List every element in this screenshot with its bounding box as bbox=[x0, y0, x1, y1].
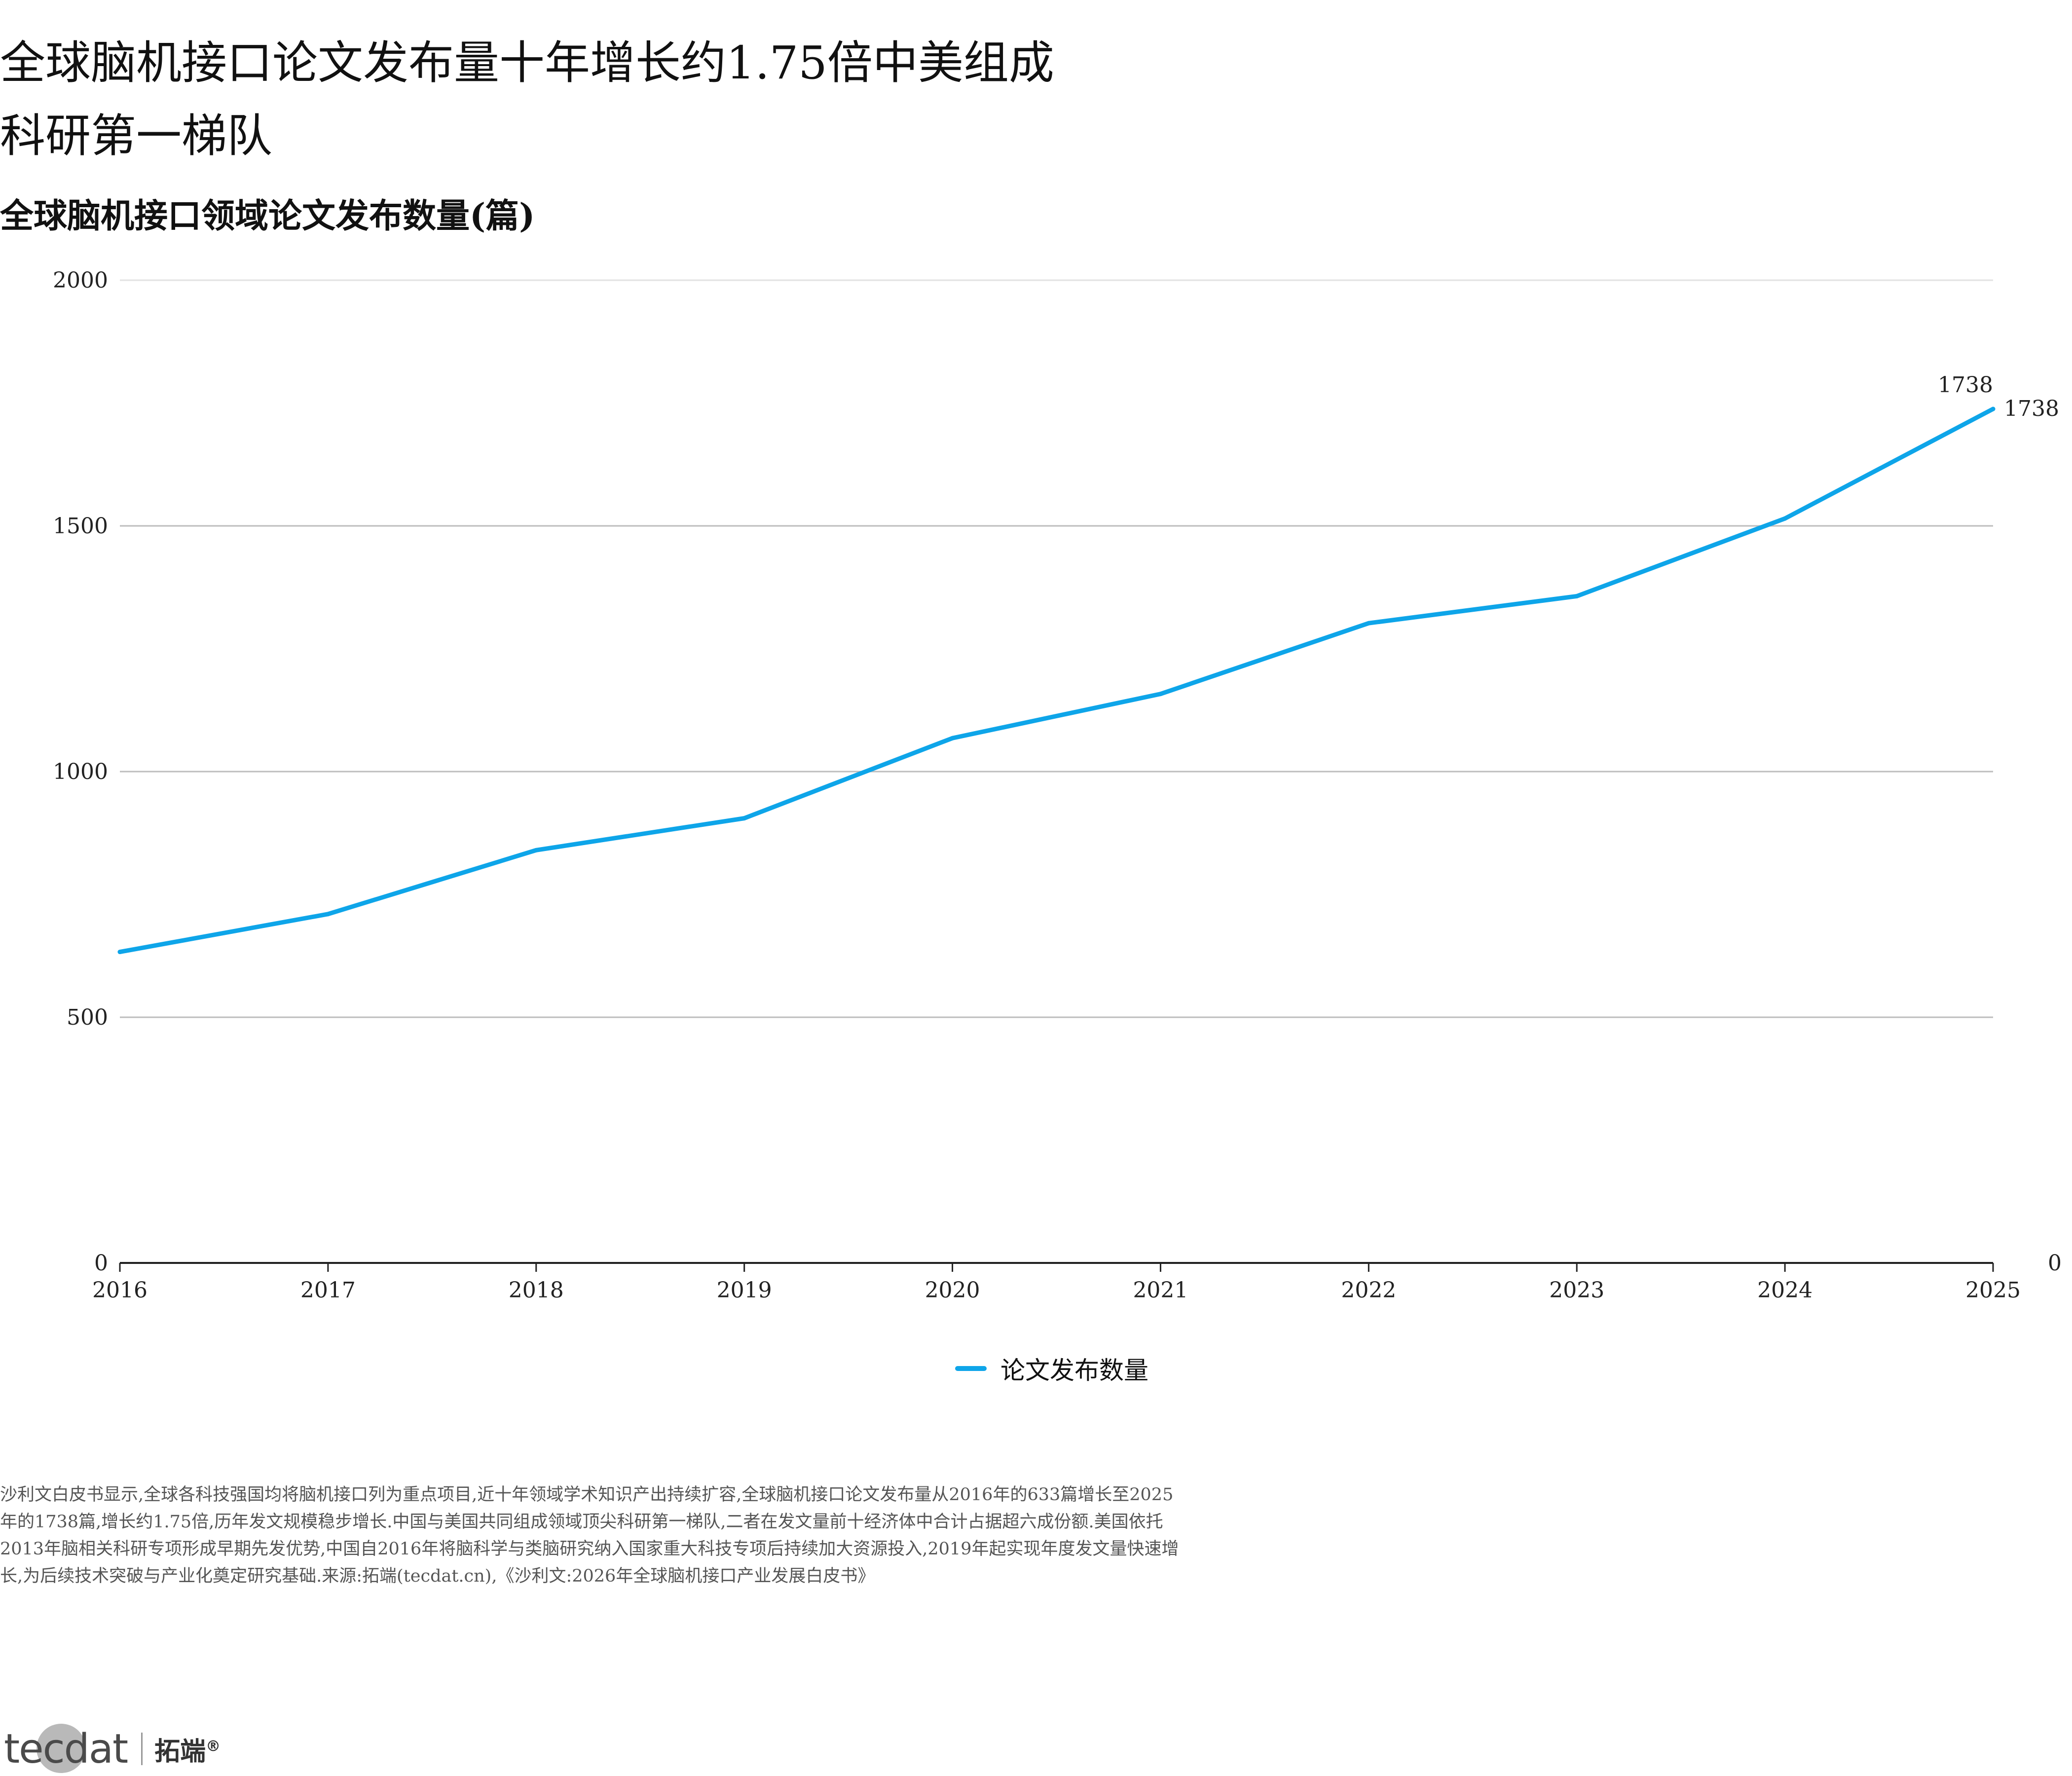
end-value-label-right: 1738 bbox=[2004, 396, 2059, 421]
x-tick-label-2017: 2017 bbox=[300, 1278, 356, 1303]
y-tick-label-1000: 1000 bbox=[53, 759, 108, 784]
legend-swatch bbox=[955, 1366, 987, 1371]
data-point-2023 bbox=[1574, 593, 1579, 598]
x-tick-label-2019: 2019 bbox=[717, 1278, 772, 1303]
logo-cn-text: 拓端 bbox=[154, 1737, 206, 1767]
source-note: 沙利文白皮书显示,全球各科技强国均将脑机接口列为重点项目,近十年领域学术知识产出… bbox=[0, 1485, 1179, 1586]
data-point-2017 bbox=[326, 912, 331, 917]
data-point-2022 bbox=[1366, 621, 1371, 626]
x-tick-label-2025: 2025 bbox=[1965, 1278, 2021, 1303]
logo-circle-icon bbox=[37, 1724, 86, 1773]
data-point-2024 bbox=[1782, 516, 1787, 521]
headline-line-2: 科研第一梯队 bbox=[0, 110, 273, 162]
chart-title: 全球脑机接口领域论文发布数量(篇) bbox=[0, 196, 535, 236]
data-point-2021 bbox=[1158, 692, 1163, 697]
x-tick-label-2016: 2016 bbox=[92, 1278, 148, 1303]
axes bbox=[119, 1262, 1994, 1272]
x-tick-label-2018: 2018 bbox=[509, 1278, 564, 1303]
x-tick-label-2024: 2024 bbox=[1757, 1278, 1813, 1303]
y-tick-label-0: 0 bbox=[94, 1251, 108, 1276]
x-tick-label-2020: 2020 bbox=[925, 1278, 980, 1303]
headline: 全球脑机接口论文发布量十年增长约1.75倍中美组成 科研第一梯队 bbox=[0, 27, 1184, 173]
x-tick-label-2021: 2021 bbox=[1133, 1278, 1188, 1303]
series-layer bbox=[117, 407, 1996, 955]
logo-divider bbox=[141, 1733, 143, 1765]
end-value-label-top: 1738 bbox=[1938, 372, 1993, 398]
brand-logo: tecdat 拓端® bbox=[4, 1722, 221, 1776]
series-line-0 bbox=[117, 407, 1996, 955]
y-tick-label-500: 500 bbox=[67, 1005, 108, 1030]
y-tick-label-1500: 1500 bbox=[53, 514, 108, 539]
right-axis-label: 0 bbox=[2048, 1251, 2062, 1276]
legend[interactable]: 论文发布数量 bbox=[955, 1351, 1148, 1386]
y-tick-label-2000: 2000 bbox=[53, 268, 108, 293]
logo-wordmark: tecdat bbox=[4, 1725, 128, 1773]
labels: 0 500 1000 1500 2000 2016 2017 2018 2019 2020 2021… bbox=[53, 268, 2062, 1303]
data-point-2025 bbox=[1991, 407, 1996, 411]
x-tick-label-2023: 2023 bbox=[1549, 1278, 1604, 1303]
data-point-2016 bbox=[117, 950, 122, 955]
logo-cn-name: 拓端® bbox=[154, 1731, 221, 1768]
headline-line-1: 全球脑机接口论文发布量十年增长约1.75倍中美组成 bbox=[0, 37, 1054, 89]
x-tick-label-2022: 2022 bbox=[1341, 1278, 1396, 1303]
legend-label: 论文发布数量 bbox=[1000, 1356, 1148, 1385]
data-point-2018 bbox=[534, 848, 539, 852]
gridlines bbox=[120, 279, 1993, 1018]
data-point-2019 bbox=[742, 816, 747, 821]
data-point-2020 bbox=[950, 736, 955, 740]
registered-mark: ® bbox=[206, 1738, 221, 1755]
